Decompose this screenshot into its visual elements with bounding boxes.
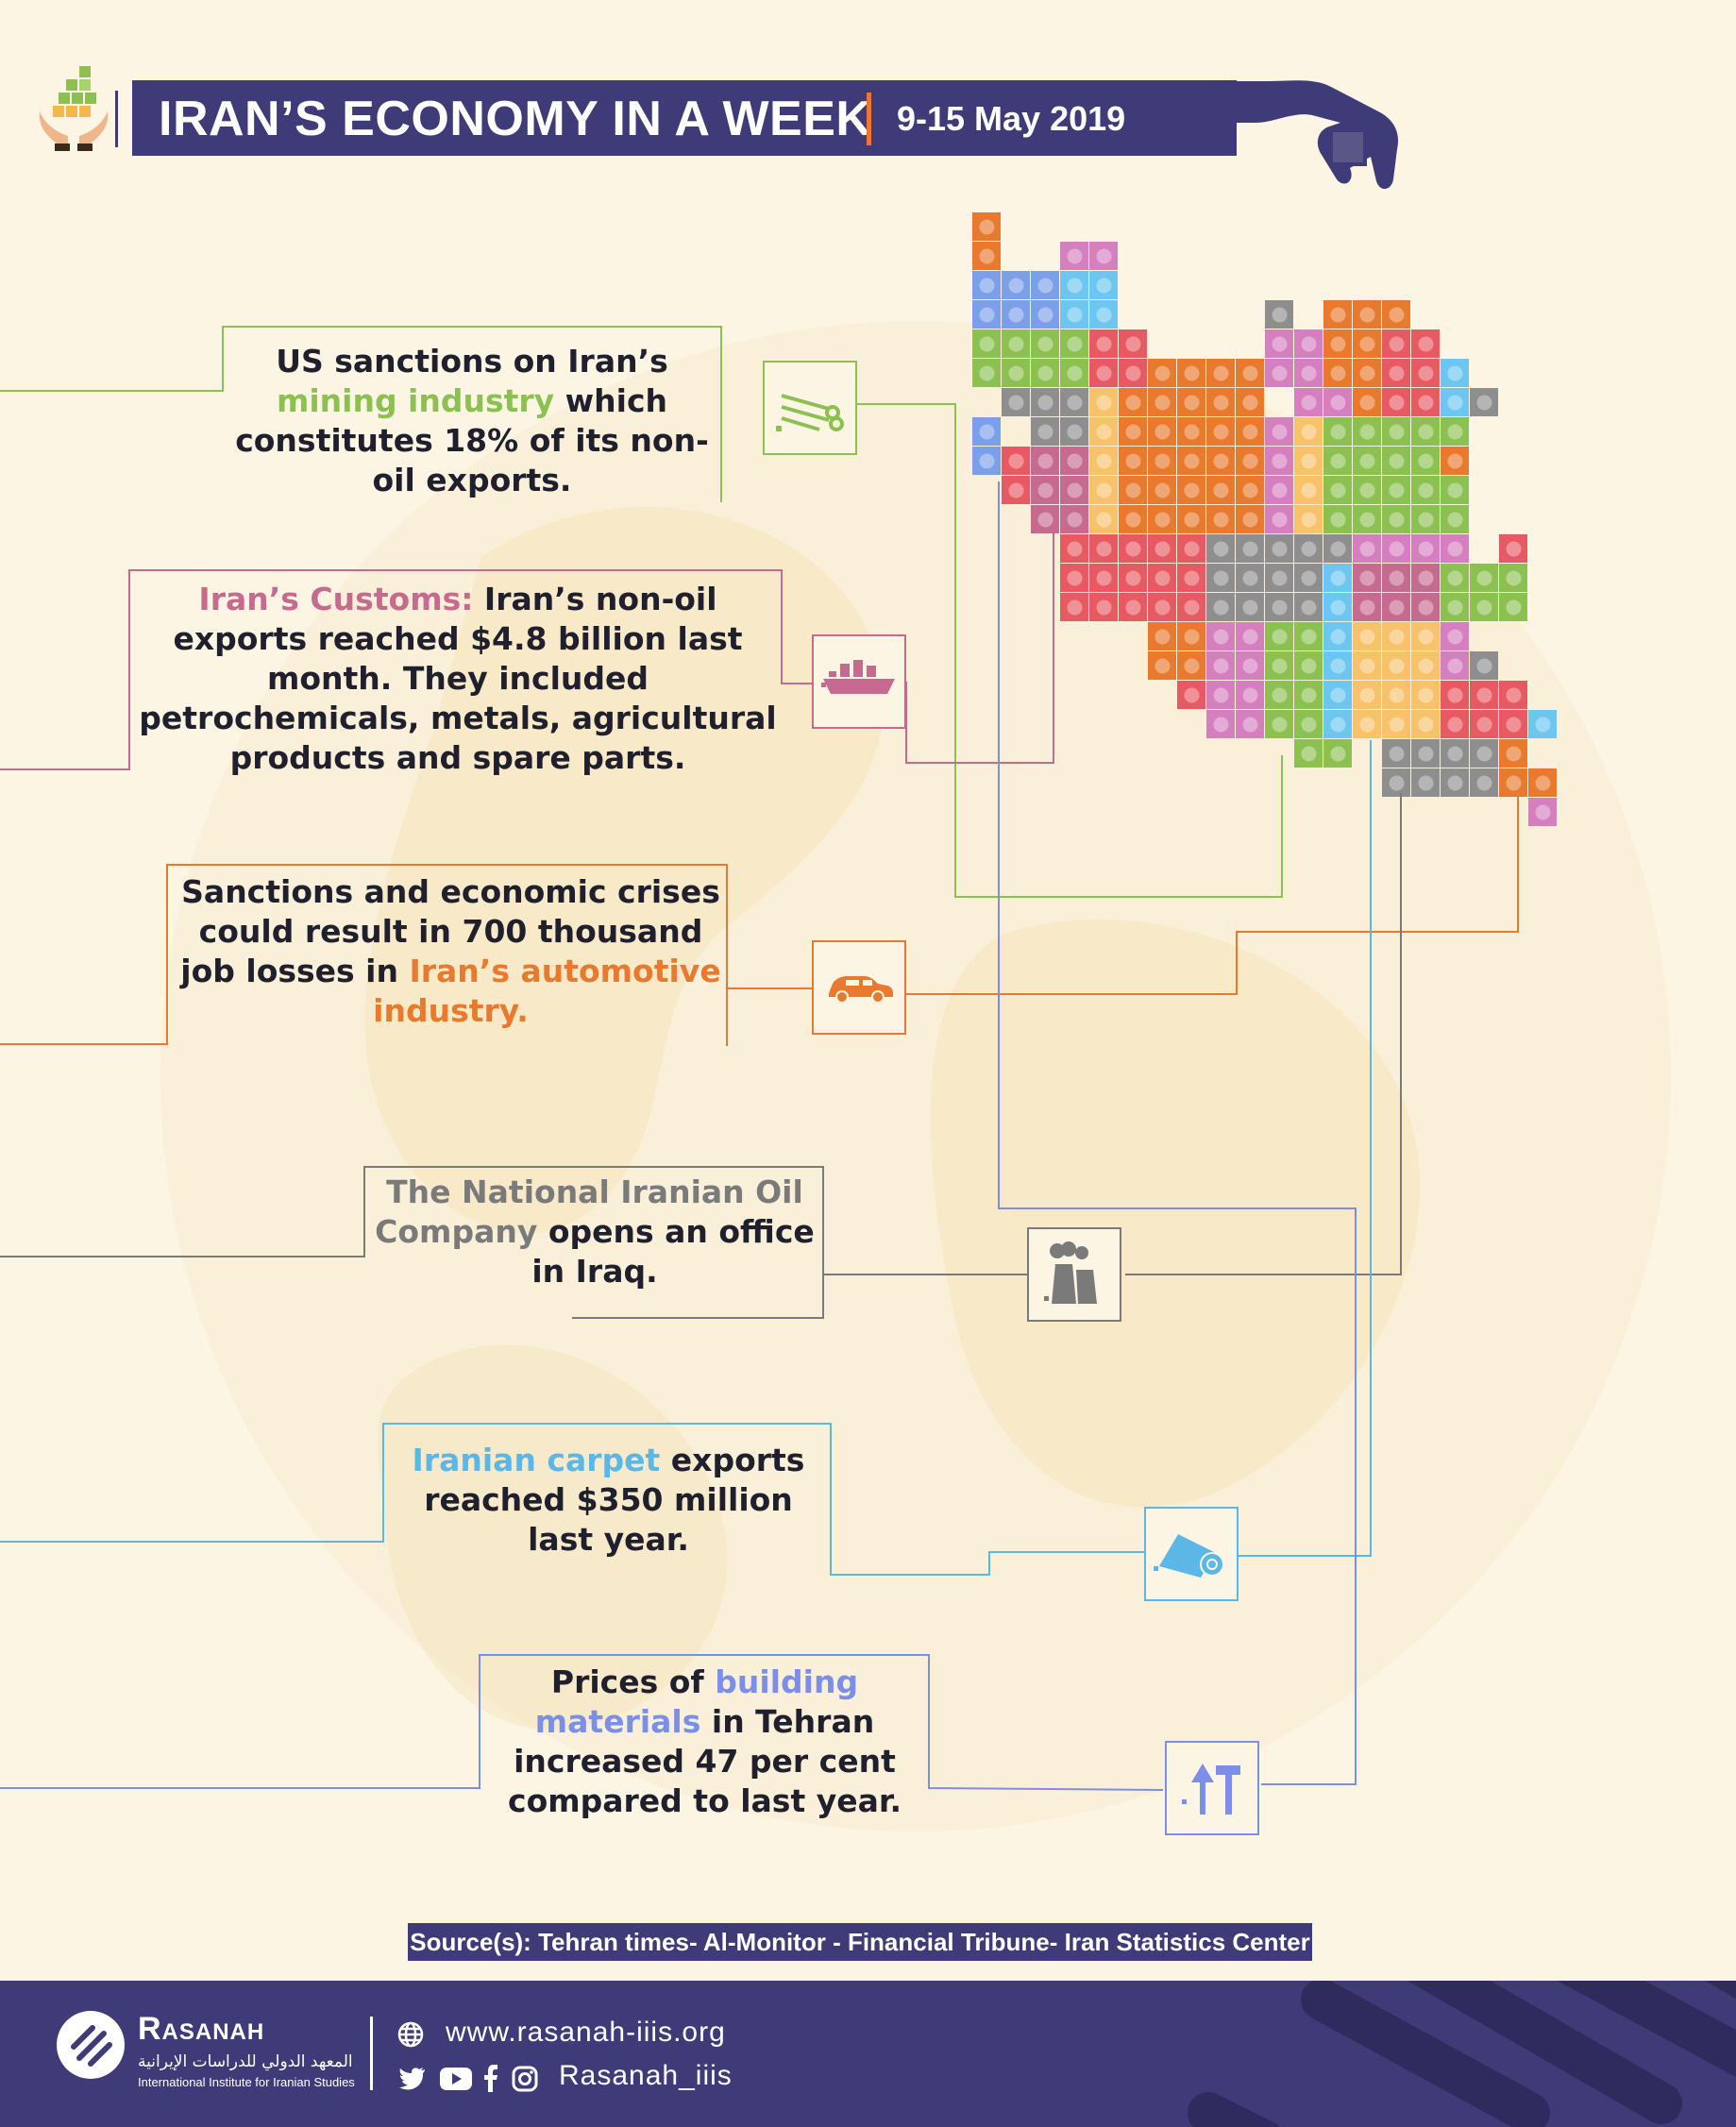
- logo-separator: [115, 91, 118, 147]
- footer-divider: [370, 2017, 373, 2090]
- news-text: which constitutes 18% of its non-oil exp…: [235, 382, 709, 498]
- news-text: opens an office in Iraq.: [531, 1213, 815, 1290]
- header-date: 9-15 May 2019: [897, 99, 1126, 138]
- header-logo-icon: [39, 66, 109, 151]
- news-mining: US sanctions on Iran’s mining industry w…: [227, 342, 717, 500]
- news-building-materials: Prices of building materials in Tehran i…: [485, 1663, 924, 1821]
- news-text: Sanctions and economic crises could resu…: [180, 873, 720, 989]
- news-text: in Tehran increased 47 per cent compared…: [508, 1703, 902, 1819]
- globe-icon[interactable]: [396, 2020, 425, 2049]
- instagram-icon[interactable]: [512, 2066, 538, 2092]
- factory-icon: [1044, 1241, 1097, 1304]
- news-highlight: Iran’s Customs:: [198, 581, 474, 617]
- cargo-ship-icon: [821, 660, 895, 694]
- rasanah-logo-icon: [57, 2011, 125, 2079]
- footer-website-link[interactable]: www.rasanah-iiis.org: [446, 2017, 726, 2048]
- news-oil-company: The National Iranian Oil Company opens a…: [368, 1173, 821, 1291]
- news-text: Prices of: [550, 1663, 716, 1700]
- news-highlight: Iranian carpet: [412, 1442, 661, 1478]
- youtube-icon[interactable]: [440, 2068, 472, 2090]
- footer-brand-arabic: المعهد الدولي للدراسات الإيرانية: [138, 2052, 353, 2071]
- news-carpet: Iranian carpet exports reached $350 mill…: [389, 1441, 828, 1560]
- news-customs: Iran’s Customs: Iran’s non-oil exports r…: [132, 580, 784, 778]
- footer-social-handle[interactable]: Rasanah_iiis: [559, 2060, 733, 2091]
- facebook-icon[interactable]: [483, 2064, 498, 2092]
- header-divider: [867, 93, 871, 145]
- page-title: IRAN’S ECONOMY IN A WEEK: [159, 92, 872, 146]
- news-highlight: mining industry: [276, 382, 555, 419]
- building-icon-box: [1165, 1741, 1259, 1835]
- news-highlight: The National Iranian Oil Company: [375, 1173, 803, 1250]
- header-bar: [132, 80, 1237, 156]
- news-text: Iran’s non-oil exports reached $4.8 bill…: [139, 581, 777, 776]
- automotive-icon-box: [812, 940, 906, 1035]
- oil-icon-box: [1027, 1227, 1121, 1322]
- car-icon: [829, 976, 893, 1004]
- footer-brand-subtitle: International Institute for Iranian Stud…: [138, 2075, 355, 2089]
- customs-icon-box: [812, 634, 906, 729]
- news-highlight: building materials: [534, 1663, 859, 1740]
- footer: Rasanah المعهد الدولي للدراسات الإيرانية…: [0, 1981, 1736, 2127]
- mining-icon-box: [763, 361, 857, 455]
- twitter-icon[interactable]: [398, 2066, 427, 2090]
- carpet-roll-icon: [1154, 1534, 1224, 1578]
- news-automotive: Sanctions and economic crises could resu…: [179, 872, 722, 1031]
- pipes-icon: [776, 394, 844, 431]
- footer-brand: Rasanah: [138, 2011, 265, 2047]
- footer-stripes: [1188, 1981, 1736, 2127]
- news-text: US sanctions on Iran’s: [276, 343, 668, 380]
- news-text: exports reached $350 million last year.: [424, 1442, 805, 1558]
- carpet-icon-box: [1144, 1507, 1239, 1601]
- trowel-hammer-icon: [1182, 1764, 1240, 1815]
- iran-lego-map: [972, 212, 1557, 826]
- source-credits: Source(s): Tehran times- Al-Monitor - Fi…: [408, 1923, 1312, 1961]
- news-highlight: Iran’s automotive industry.: [373, 953, 721, 1029]
- hand-holding-block-icon: [1227, 80, 1399, 190]
